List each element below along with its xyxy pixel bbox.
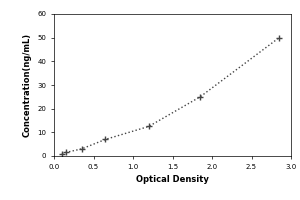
X-axis label: Optical Density: Optical Density: [136, 175, 209, 184]
Y-axis label: Concentration(ng/mL): Concentration(ng/mL): [23, 33, 32, 137]
